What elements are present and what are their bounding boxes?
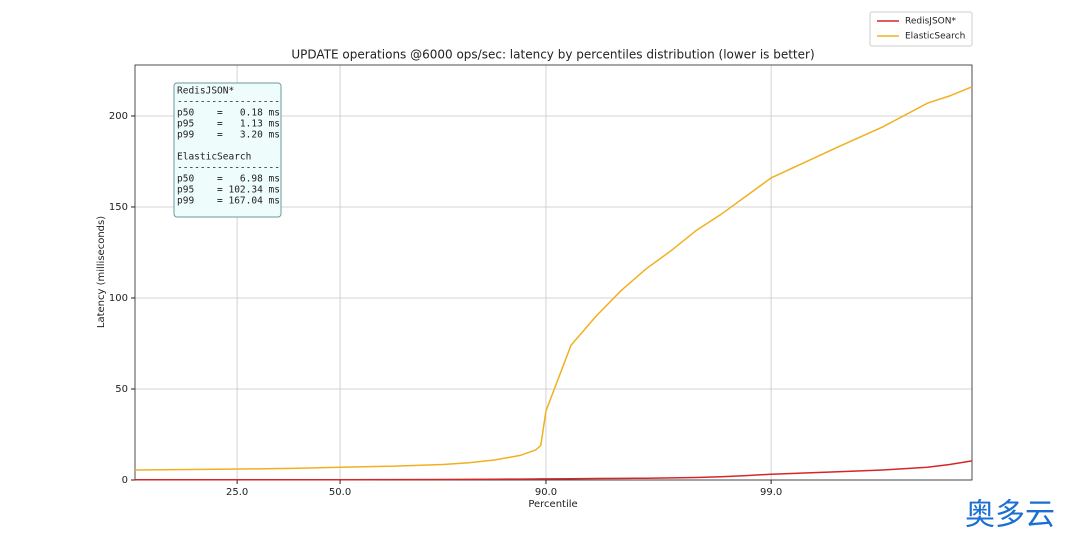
- watermark: 奥多云: [965, 498, 1055, 533]
- y-tick-label: 150: [109, 202, 128, 213]
- line-series: [134, 86, 973, 471]
- stats-line: p99 = 167.04 ms: [177, 196, 280, 207]
- y-axis-label: Latency (milliseconds): [96, 216, 107, 328]
- y-tick-label: 50: [115, 384, 128, 395]
- x-tick-label: 50.0: [329, 487, 351, 498]
- y-tick-label: 0: [122, 475, 128, 486]
- stats-line: ------------------: [177, 163, 280, 174]
- stats-line: ElasticSearch: [177, 152, 251, 163]
- legend-label: RedisJSON*: [905, 17, 956, 27]
- stats-line: p50 = 6.98 ms: [177, 174, 280, 185]
- x-axis-label: Percentile: [528, 499, 577, 510]
- line-series: [135, 460, 973, 481]
- stats-line: p50 = 0.18 ms: [177, 108, 280, 119]
- stats-line: p95 = 102.34 ms: [177, 185, 280, 196]
- stats-line: p99 = 3.20 ms: [177, 130, 280, 141]
- y-tick-label: 100: [109, 293, 128, 304]
- stats-box: [173, 82, 282, 218]
- stats-line: ------------------: [177, 97, 280, 108]
- legend-label: ElasticSearch: [905, 32, 965, 42]
- stats-line: RedisJSON*: [177, 86, 234, 97]
- x-tick-label: 25.0: [226, 487, 248, 498]
- x-tick-label: 90.0: [535, 487, 557, 498]
- chart-title: UPDATE operations @6000 ops/sec: latency…: [291, 48, 814, 62]
- x-tick-label: 99.0: [760, 487, 782, 498]
- plot-frame: [134, 64, 973, 481]
- stats-line: p95 = 1.13 ms: [177, 119, 280, 130]
- y-tick-label: 200: [109, 111, 128, 122]
